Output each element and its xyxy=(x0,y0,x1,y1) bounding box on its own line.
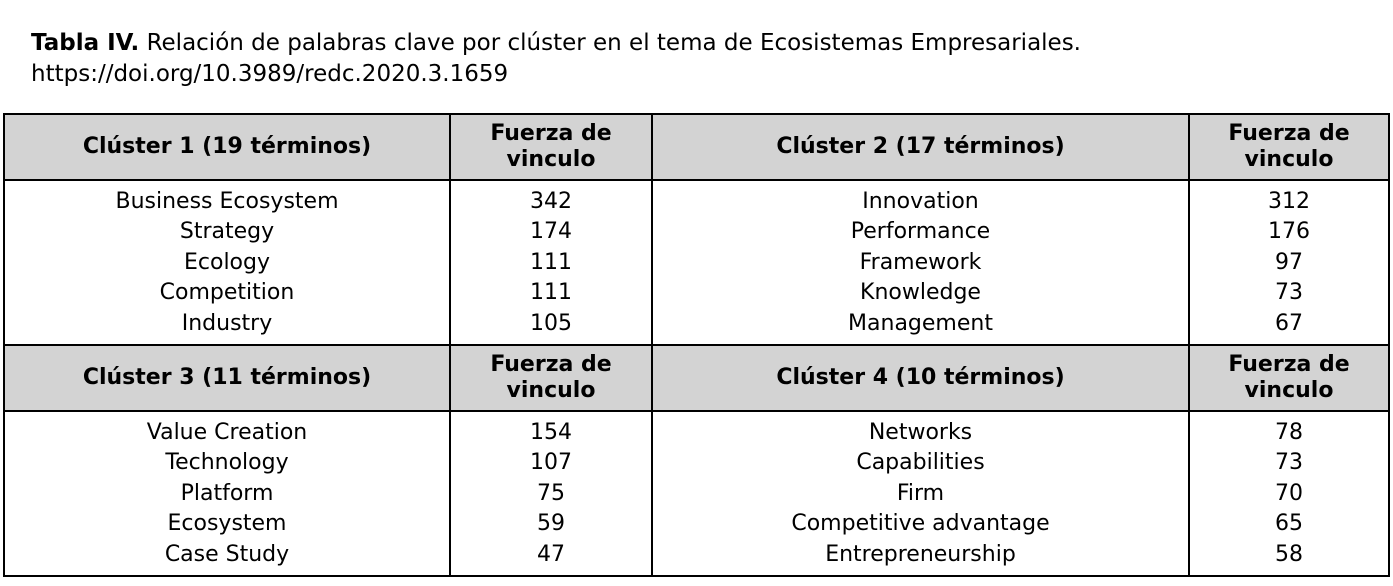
caption-label: Tabla IV. xyxy=(31,30,140,56)
strength-header-line: vinculo xyxy=(506,147,596,172)
strength-value: 111 xyxy=(530,280,572,306)
strength-value: 65 xyxy=(1275,511,1303,537)
term: Ecosystem xyxy=(167,511,287,537)
term: Technology xyxy=(165,450,289,476)
strength-value: 342 xyxy=(530,189,572,214)
strength-value: 312 xyxy=(1268,189,1310,214)
strength-header: Fuerza de vinculo xyxy=(449,344,653,412)
table-header-row: Clúster 1 (19 términos) Fuerza de vincul… xyxy=(3,113,1390,181)
strength-header-line: vinculo xyxy=(1244,378,1334,403)
caption-text: Relación de palabras clave por clúster e… xyxy=(146,30,1081,56)
term: Platform xyxy=(180,480,274,506)
strength-header-line: Fuerza de xyxy=(490,121,612,146)
strength-value: 78 xyxy=(1275,420,1303,445)
strength-value: 174 xyxy=(530,219,572,245)
term: Strategy xyxy=(179,219,275,245)
strength-header-line: Fuerza de xyxy=(1228,352,1350,377)
term: Entrepreneurship xyxy=(825,541,1016,567)
term: Value Creation xyxy=(146,420,308,445)
term: Case Study xyxy=(164,541,290,567)
caption-doi: https://doi.org/10.3989/redc.2020.3.1659 xyxy=(31,61,509,87)
strength-value: 154 xyxy=(530,420,572,445)
strength-header-line: vinculo xyxy=(506,378,596,403)
strength-value: 47 xyxy=(537,541,565,567)
term: Innovation xyxy=(862,189,979,214)
term: Ecology xyxy=(183,249,270,275)
term: Competition xyxy=(159,280,295,306)
cluster-header: Clúster 3 (11 términos) xyxy=(3,344,451,412)
table-header-row: Clúster 3 (11 términos) Fuerza de vincul… xyxy=(3,344,1390,412)
strength-header-line: Fuerza de xyxy=(490,352,612,377)
caption-title-line: Tabla IV. Relación de palabras clave por… xyxy=(31,28,1081,59)
strength-value: 59 xyxy=(537,511,565,537)
cluster-header: Clúster 2 (17 términos) xyxy=(651,113,1190,181)
term: Framework xyxy=(859,249,982,275)
strength-value: 67 xyxy=(1275,310,1303,336)
term: Capabilities xyxy=(856,450,985,476)
term: Management xyxy=(848,310,993,336)
strength-value: 105 xyxy=(530,310,572,336)
strength-value: 97 xyxy=(1275,249,1303,275)
strength-cell: 78 73 70 65 58 xyxy=(1188,411,1390,577)
term: Industry xyxy=(181,310,273,336)
term-cell: Value Creation Technology Platform Ecosy… xyxy=(3,411,451,577)
strength-header-line: vinculo xyxy=(1244,147,1334,172)
strength-header: Fuerza de vinculo xyxy=(1188,344,1390,412)
cluster-header: Clúster 1 (19 términos) xyxy=(3,113,451,181)
cluster-header: Clúster 4 (10 términos) xyxy=(651,344,1190,412)
table-caption: Tabla IV. Relación de palabras clave por… xyxy=(31,28,1081,90)
strength-cell: 312 176 97 73 67 xyxy=(1188,180,1390,345)
term-cell: Networks Capabilities Firm Competitive a… xyxy=(651,411,1190,577)
strength-header-line: Fuerza de xyxy=(1228,121,1350,146)
term-cell: Business Ecosystem Strategy Ecology Comp… xyxy=(3,180,451,345)
term: Performance xyxy=(850,219,991,245)
strength-header: Fuerza de vinculo xyxy=(449,113,653,181)
term-cell: Innovation Performance Framework Knowled… xyxy=(651,180,1190,345)
strength-value: 176 xyxy=(1268,219,1310,245)
strength-value: 73 xyxy=(1275,280,1303,306)
term: Firm xyxy=(896,480,945,506)
strength-value: 73 xyxy=(1275,450,1303,476)
term: Knowledge xyxy=(860,280,981,306)
table-body-row: Business Ecosystem Strategy Ecology Comp… xyxy=(3,180,1390,345)
strength-header: Fuerza de vinculo xyxy=(1188,113,1390,181)
strength-value: 107 xyxy=(530,450,572,476)
strength-value: 70 xyxy=(1275,480,1303,506)
strength-value: 58 xyxy=(1275,541,1303,567)
term: Business Ecosystem xyxy=(115,189,339,214)
strength-cell: 154 107 75 59 47 xyxy=(449,411,653,577)
strength-cell: 342 174 111 111 105 xyxy=(449,180,653,345)
term: Networks xyxy=(868,420,973,445)
keywords-table: Clúster 1 (19 términos) Fuerza de vincul… xyxy=(3,113,1390,577)
term: Competitive advantage xyxy=(791,511,1050,537)
table-body-row: Value Creation Technology Platform Ecosy… xyxy=(3,411,1390,577)
strength-value: 75 xyxy=(537,480,565,506)
strength-value: 111 xyxy=(530,249,572,275)
